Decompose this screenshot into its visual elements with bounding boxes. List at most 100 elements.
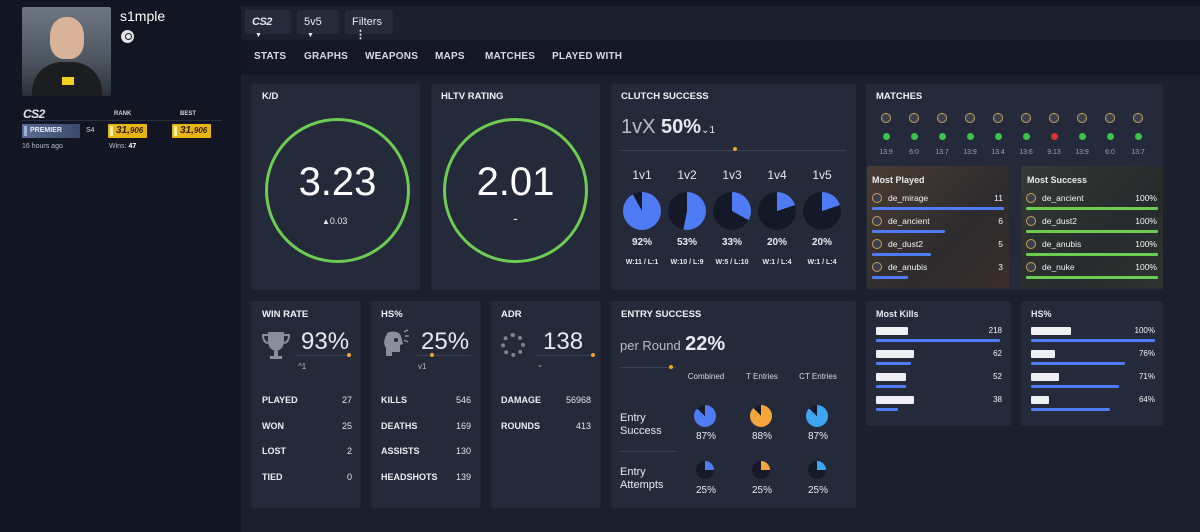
winrate-stats: PLAYED 27 WON 25 LOST 2 TIED 0 bbox=[262, 395, 352, 495]
caret-up-icon: ^ bbox=[298, 362, 302, 371]
winrate-label: WON bbox=[262, 420, 284, 431]
match-result-dot bbox=[1050, 133, 1058, 140]
premier-badge: PREMIER bbox=[22, 124, 80, 138]
mode-selector[interactable]: 5v5 ▼ bbox=[297, 10, 339, 39]
clutch-pct: 33% bbox=[721, 237, 742, 248]
winrate-row: PLAYED 27 bbox=[262, 395, 352, 407]
tab-maps[interactable]: MAPS bbox=[435, 51, 465, 62]
weapon-icon bbox=[1031, 373, 1059, 381]
map-icon bbox=[1026, 193, 1036, 203]
map-icon bbox=[872, 216, 882, 226]
map-icon bbox=[993, 113, 1003, 123]
entry-success-label: Entry Success bbox=[620, 412, 662, 437]
match-result-dot bbox=[938, 133, 946, 140]
headshot-icon bbox=[384, 329, 409, 356]
game-selector[interactable]: CS2 ▼ bbox=[245, 10, 291, 39]
entry-success-pie bbox=[806, 405, 828, 427]
clutch-record: W:5 / L:10 bbox=[715, 259, 749, 266]
most-kills-bar bbox=[876, 408, 898, 411]
clutch-summary: 1vX 50%⌄1 bbox=[621, 116, 716, 138]
chevron-down-icon: ▼ bbox=[307, 32, 314, 39]
map-icon bbox=[1077, 113, 1087, 123]
clutch-pct: 20% bbox=[811, 237, 832, 248]
hs-weapon-bar bbox=[1031, 408, 1110, 411]
map-icon bbox=[872, 262, 882, 272]
hltv-value: 2.01 bbox=[476, 160, 555, 204]
kd-ring bbox=[265, 118, 410, 263]
map-icon bbox=[1133, 113, 1143, 123]
map-icon bbox=[872, 239, 882, 249]
best-rank-value: 31,906 bbox=[172, 124, 212, 138]
tab-stats[interactable]: STATS bbox=[254, 51, 287, 62]
map-icon bbox=[1026, 216, 1036, 226]
adr-title: ADR bbox=[501, 309, 522, 320]
entry-title: ENTRY SUCCESS bbox=[621, 309, 702, 320]
hltv-ring bbox=[443, 118, 588, 263]
most-played-bar bbox=[872, 207, 1004, 210]
map-icon bbox=[881, 113, 891, 123]
entry-attempts-pie bbox=[808, 461, 826, 479]
clutch-label: 1v4 bbox=[767, 168, 787, 182]
kd-value: 3.23 bbox=[298, 160, 377, 204]
kd-title: K/D bbox=[262, 91, 279, 102]
chevron-down-icon: ▼ bbox=[255, 32, 262, 39]
most-success-map: de_ancient bbox=[1042, 193, 1084, 203]
last-seen: 16 hours ago bbox=[22, 143, 63, 150]
hltv-title: HLTV RATING bbox=[441, 91, 504, 102]
wins-count: Wins: 47 bbox=[109, 143, 137, 150]
hs-value: 130 bbox=[455, 446, 471, 457]
clutch-pie bbox=[623, 192, 661, 230]
clutch-record: W:1 / L:4 bbox=[762, 259, 792, 266]
most-success-map: de_anubis bbox=[1042, 239, 1082, 249]
match-score: 6:0 bbox=[1105, 149, 1115, 156]
entry-column-header: T Entries bbox=[746, 372, 778, 381]
map-icon bbox=[1026, 262, 1036, 272]
adr-label: ROUNDS bbox=[501, 420, 541, 431]
hs-label: KILLS bbox=[381, 395, 407, 405]
most-success-bar bbox=[1026, 207, 1158, 210]
most-success-value: 100% bbox=[1135, 216, 1157, 226]
hs-row: ASSISTS 130 bbox=[381, 446, 471, 458]
match-score: 9:13 bbox=[1047, 149, 1061, 156]
player-name: s1mple bbox=[120, 8, 166, 24]
most-played-title: Most Played bbox=[872, 175, 925, 185]
entry-column-header: CT Entries bbox=[799, 372, 837, 381]
match-score: 13:9 bbox=[879, 149, 893, 156]
most-kills-value: 38 bbox=[993, 395, 1002, 404]
hs-row: KILLS 546 bbox=[381, 395, 471, 407]
matches-title: MATCHES bbox=[876, 91, 923, 102]
map-icon bbox=[1105, 113, 1115, 123]
player-avatar bbox=[22, 7, 111, 96]
match-score: 6:0 bbox=[909, 149, 919, 156]
entry-attempts-pct: 25% bbox=[695, 485, 716, 496]
hs-weapon-bar bbox=[1031, 339, 1155, 342]
map-icon bbox=[965, 113, 975, 123]
recent-matches: 13:9 6:0 13:7 13:9 13:4 13:6 9:13 13:9 6:0 13:7 bbox=[879, 113, 1157, 159]
map-icon bbox=[1049, 113, 1059, 123]
tab-played-with[interactable]: PLAYED WITH bbox=[552, 51, 623, 62]
adr-row: DAMAGE 56968 bbox=[501, 395, 591, 407]
clutch-pct: 92% bbox=[631, 237, 652, 248]
winrate-value: 0 bbox=[346, 472, 352, 483]
tab-matches[interactable]: MATCHES bbox=[485, 51, 536, 62]
clutch-record: W:11 / L:1 bbox=[625, 259, 659, 266]
adr-value: 413 bbox=[575, 420, 591, 431]
weapon-icon bbox=[876, 350, 914, 358]
tab-graphs[interactable]: GRAPHS bbox=[304, 51, 348, 62]
entry-attempts-pie bbox=[752, 461, 770, 479]
hs-label: HEADSHOTS bbox=[381, 472, 438, 483]
tab-weapons[interactable]: WEAPONS bbox=[365, 51, 419, 62]
entry-success-pie bbox=[694, 405, 716, 427]
weapon-icon bbox=[876, 373, 906, 381]
clutch-title: CLUTCH SUCCESS bbox=[621, 91, 709, 102]
winrate-marker bbox=[347, 353, 351, 357]
filters-button[interactable]: Filters ⋮ bbox=[345, 10, 393, 41]
most-kills-value: 52 bbox=[993, 372, 1002, 381]
clutch-label: 1v3 bbox=[722, 168, 742, 182]
winrate-value: 27 bbox=[341, 395, 352, 405]
entry-success-pie bbox=[750, 405, 772, 427]
steam-icon[interactable] bbox=[121, 30, 134, 43]
hs-value: 169 bbox=[455, 420, 471, 431]
adr-row: ROUNDS 413 bbox=[501, 421, 591, 433]
most-success-bar bbox=[1026, 276, 1158, 279]
